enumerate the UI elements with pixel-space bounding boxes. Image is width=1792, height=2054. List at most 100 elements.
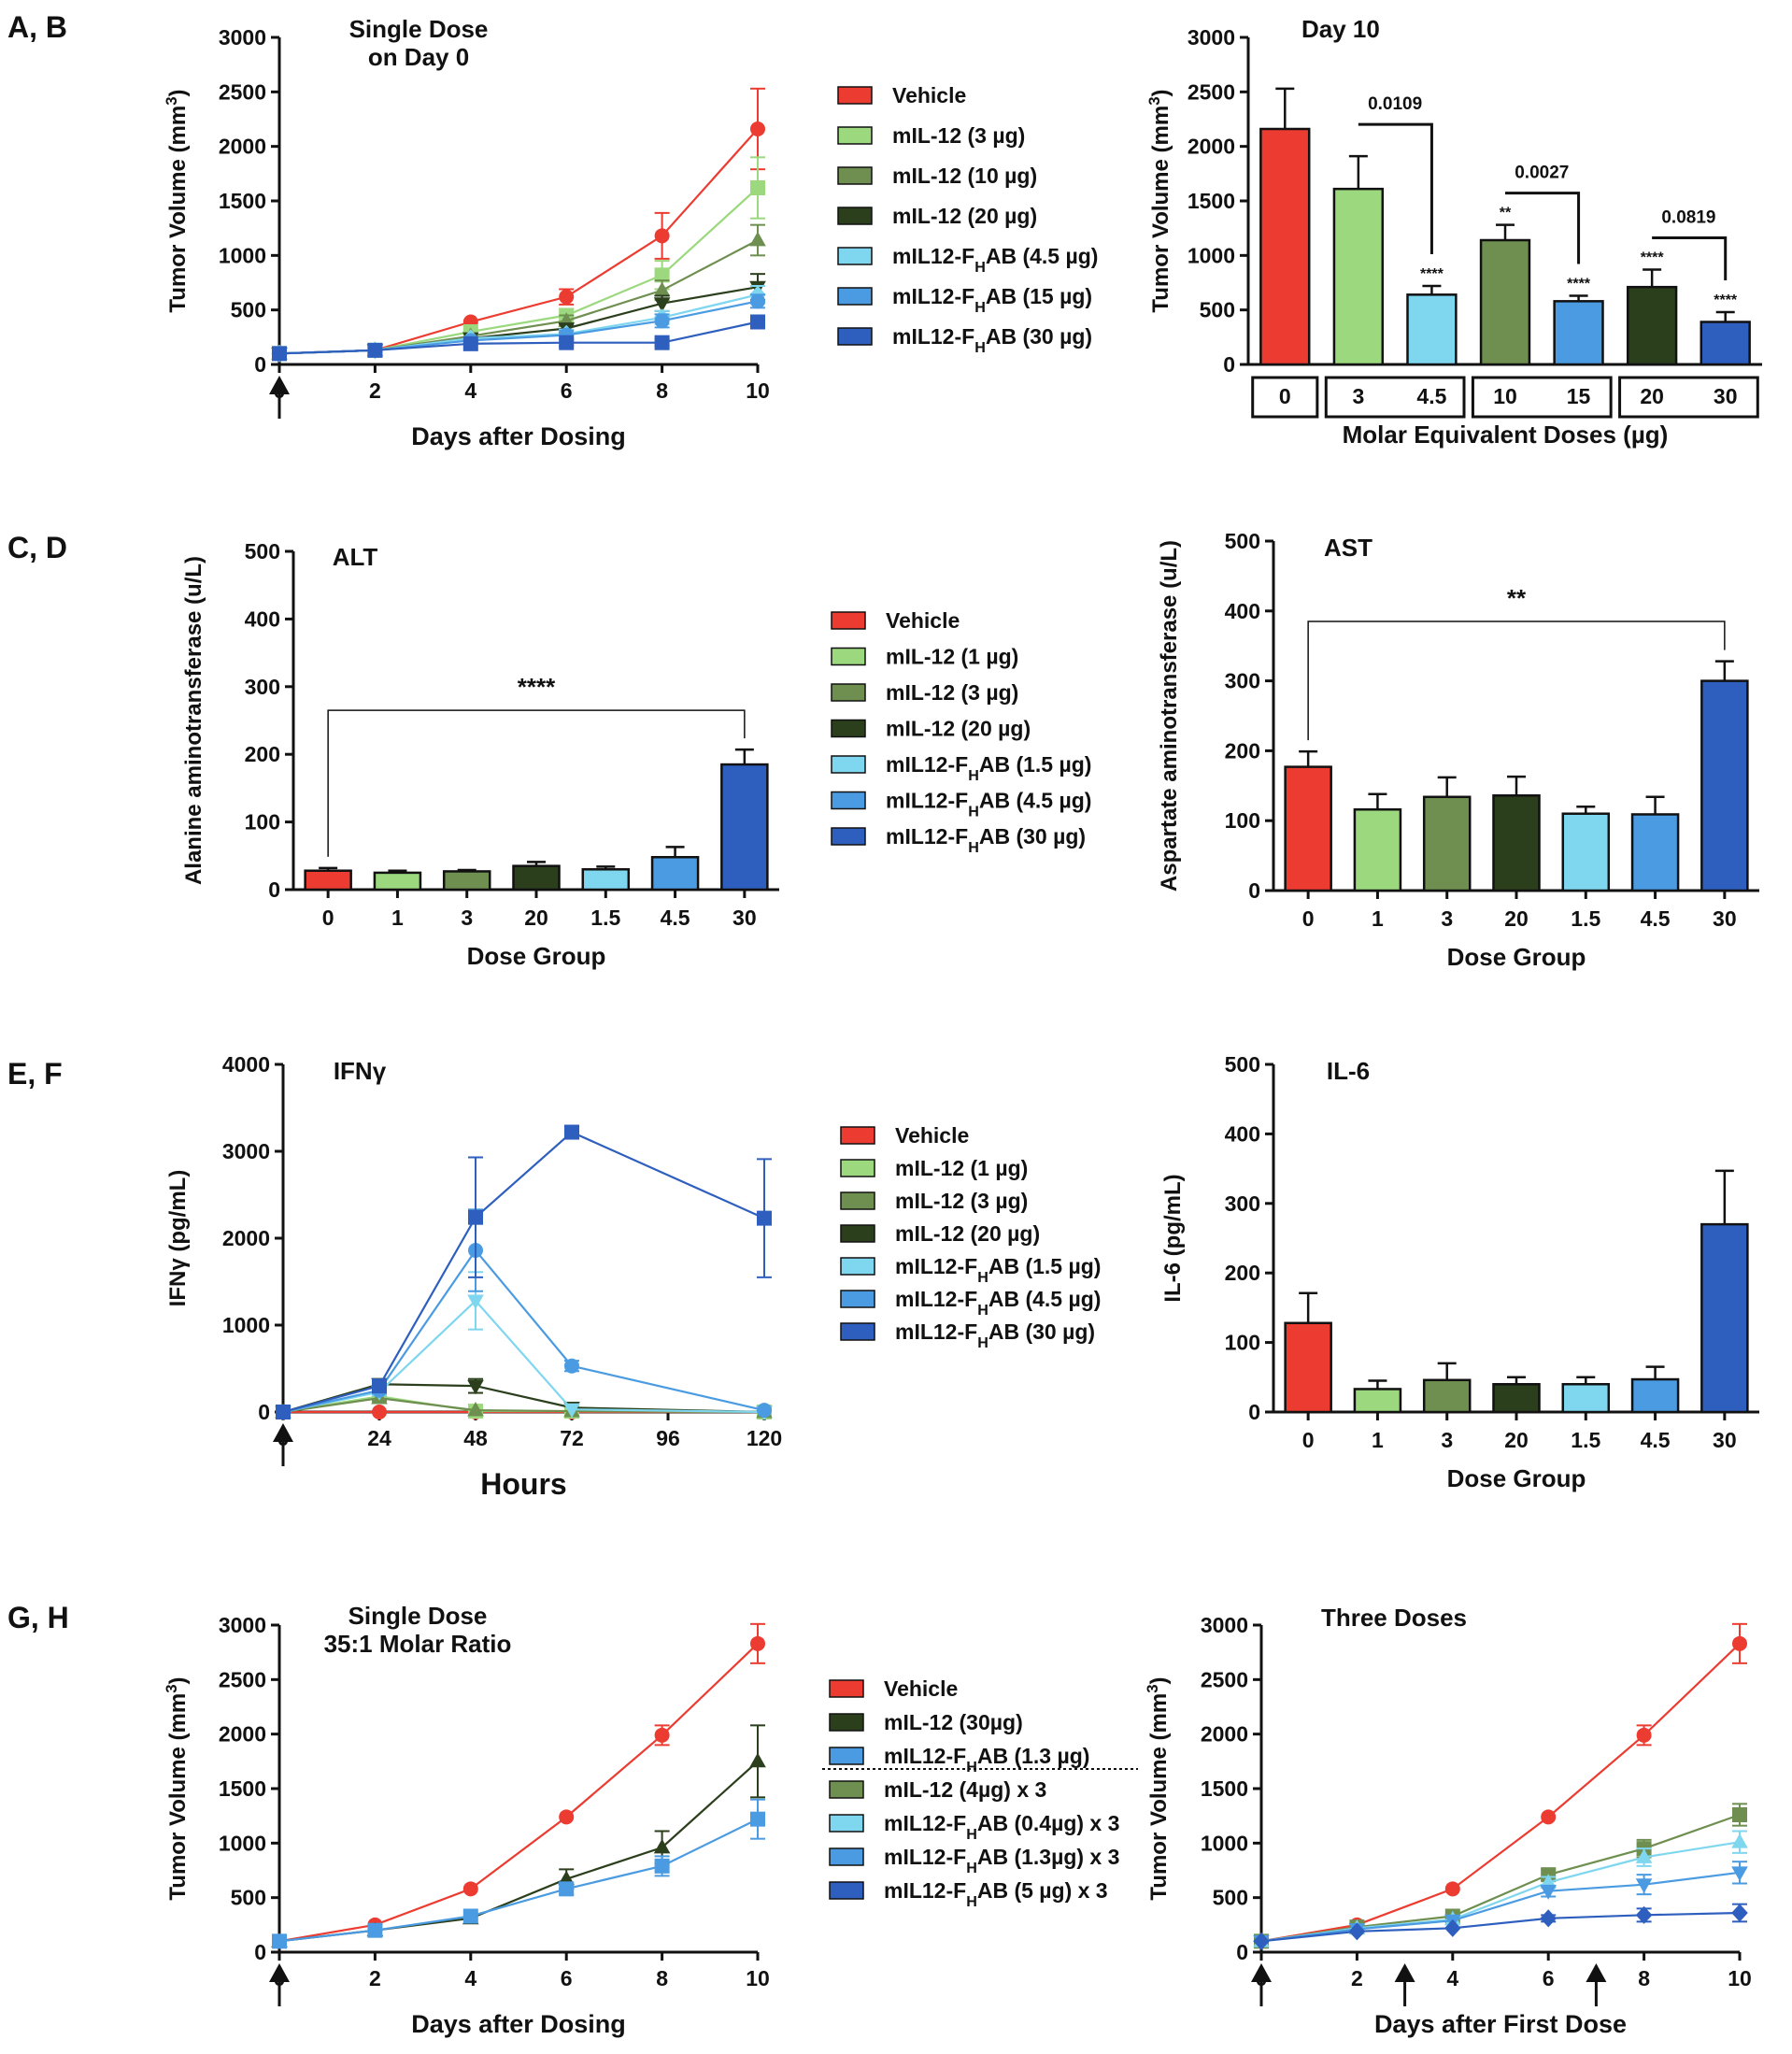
- legend-swatch: [840, 1322, 875, 1341]
- data-point: [564, 1124, 579, 1140]
- x-tick-label: 8: [656, 1966, 668, 1990]
- x-tick-label: 15: [1567, 384, 1591, 408]
- bar: [1561, 812, 1611, 892]
- legend-swatch: [840, 1126, 875, 1145]
- x-tick-label: 30: [1714, 384, 1738, 408]
- x-tick-label: 6: [561, 1966, 573, 1990]
- dose-arrow-head: [269, 1963, 290, 1982]
- x-tick-label: 1: [1372, 906, 1384, 931]
- y-tick-label: 0: [1248, 1400, 1260, 1424]
- data-point: [653, 297, 671, 312]
- legend-swatch: [837, 247, 873, 265]
- legend-swatch: [831, 719, 866, 738]
- data-point: [272, 346, 287, 362]
- y-tick-label: 1500: [219, 189, 266, 213]
- x-tick-label: 120: [747, 1426, 782, 1450]
- chart-title: IFNγ: [334, 1057, 387, 1085]
- x-tick-label: 2: [369, 378, 381, 403]
- series-line: [282, 1131, 765, 1414]
- data-point: [654, 313, 670, 329]
- legend-label: mIL-12 (30µg): [884, 1710, 1023, 1734]
- bracket-label: **: [1507, 584, 1527, 612]
- x-tick-label: 6: [561, 378, 573, 403]
- legend-swatch: [829, 1881, 864, 1900]
- bar: [1422, 795, 1472, 892]
- data-point: [654, 267, 670, 283]
- bar: [1492, 794, 1541, 892]
- series-line: [278, 321, 759, 355]
- data-point: [462, 1908, 478, 1924]
- y-tick-label: 0: [1236, 1940, 1248, 1964]
- chart-A: 0 500 1000 1500 2000 2500 3000 Tumor Volume (mm…: [163, 15, 770, 450]
- y-tick-label: 200: [245, 742, 280, 766]
- x-tick-label: 0: [1302, 906, 1315, 931]
- x-tick-label: 4: [1446, 1966, 1458, 1990]
- data-point: [749, 231, 766, 247]
- x-tick-label: 1.5: [1571, 906, 1600, 931]
- legend-label: mIL-12 (3 µg): [895, 1189, 1028, 1213]
- y-tick-label: 200: [1225, 1261, 1260, 1285]
- data-point: [462, 1881, 478, 1897]
- legend-swatch: [831, 647, 866, 666]
- legend-swatch: [837, 327, 873, 346]
- series-mil12-fhab-1-3-g-: [272, 1798, 765, 1949]
- data-point: [654, 1858, 670, 1874]
- legend-label: mIL12-FHAB (1.3 µg): [884, 1744, 1089, 1776]
- x-tick-label: 0: [1279, 384, 1291, 408]
- bar: [1553, 300, 1604, 366]
- legend-ef: Vehicle mIL-12 (1 µg) mIL-12 (3 µg) mIL-12 …: [840, 1123, 1101, 1351]
- y-tick-label: 400: [1225, 599, 1260, 623]
- bar: [1630, 1377, 1680, 1414]
- legend-swatch: [831, 611, 866, 630]
- chart-title: IL-6: [1327, 1057, 1370, 1085]
- bar: [373, 871, 422, 891]
- x-tick-label: 4.5: [1641, 906, 1671, 931]
- legend-label: mIL12-FHAB (30 µg): [895, 1319, 1095, 1351]
- bar: [1284, 765, 1332, 892]
- significance-bracket: [1358, 122, 1433, 254]
- y-tick-label: 1000: [219, 243, 266, 267]
- x-tick-label: 2: [369, 1966, 381, 1990]
- y-tick-label: 100: [1225, 1331, 1260, 1355]
- x-tick-label: 4.5: [1416, 384, 1446, 408]
- legend-label: mIL12-FHAB (1.3µg) x 3: [884, 1845, 1119, 1876]
- series-line: [1260, 1841, 1741, 1943]
- y-axis-label: Tumor Volume (mm3): [1144, 1676, 1173, 1900]
- data-point: [372, 1378, 387, 1394]
- y-tick-label: 1500: [219, 1776, 266, 1801]
- x-tick-label: 8: [1638, 1966, 1650, 1990]
- series-mil-12-20-g-: [275, 1377, 773, 1421]
- legend-swatch: [829, 1679, 864, 1698]
- legend-swatch: [831, 755, 866, 774]
- legend-swatch: [829, 1814, 864, 1833]
- data-point: [1635, 1905, 1653, 1924]
- x-axis-label: Days after Dosing: [411, 2010, 626, 2038]
- bar: [650, 855, 700, 891]
- data-point: [1732, 1635, 1747, 1651]
- x-tick-label: 24: [367, 1426, 391, 1450]
- y-tick-label: 3000: [1188, 25, 1235, 50]
- data-point: [757, 1210, 772, 1226]
- x-tick-label: 6: [1543, 1966, 1555, 1990]
- y-tick-label: 100: [245, 810, 280, 834]
- y-axis-label: Alanine aminotransferase (u/L): [181, 556, 206, 885]
- bar: [1353, 1388, 1402, 1414]
- series-line: [1260, 1643, 1741, 1943]
- data-point: [1636, 1727, 1652, 1743]
- legend-label: Vehicle: [895, 1123, 969, 1148]
- series-mil-12-4-g-x-3: [1254, 1803, 1747, 1949]
- bar: [1332, 187, 1385, 366]
- series-line: [278, 128, 759, 355]
- series-line: [278, 1761, 759, 1943]
- y-tick-label: 500: [1200, 298, 1235, 322]
- y-tick-label: 400: [1225, 1121, 1260, 1146]
- legend-swatch: [829, 1747, 864, 1765]
- bar: [1259, 127, 1311, 366]
- x-tick-label: 10: [746, 1966, 770, 1990]
- bar: [1492, 1382, 1541, 1414]
- legend-label: mIL12-FHAB (4.5 µg): [892, 244, 1098, 276]
- data-point: [367, 1922, 383, 1938]
- series-line: [278, 1643, 759, 1943]
